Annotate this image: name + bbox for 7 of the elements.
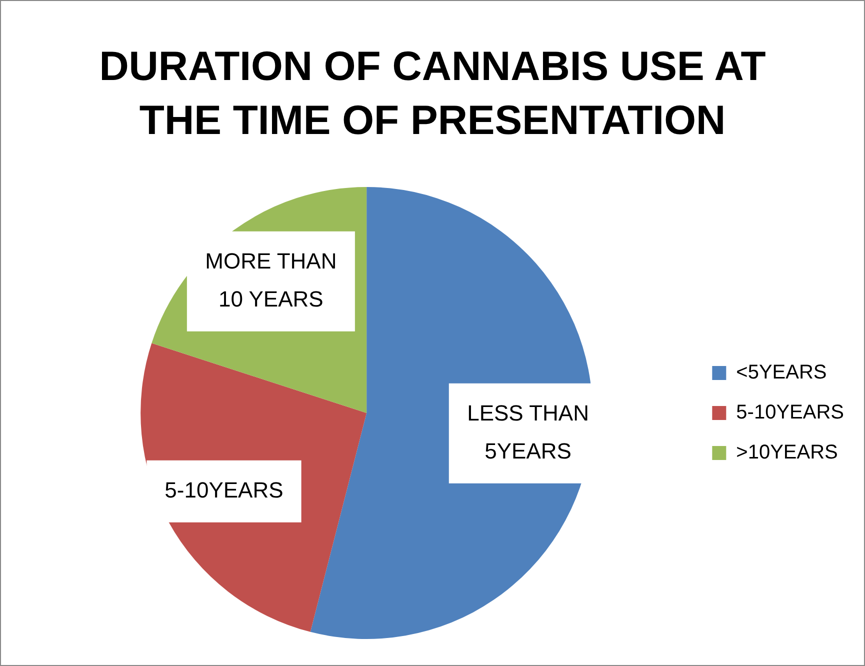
data-label: 5-10YEARS xyxy=(164,477,284,502)
chart-title: DURATION OF CANNABIS USE AT THE TIME OF PRESENTATION xyxy=(98,42,767,145)
legend-label: 5-10YEARS xyxy=(736,402,844,424)
data-label: LESS THAN 5YEARS xyxy=(467,400,589,464)
data-label: MORE THAN 10 YEARS xyxy=(205,248,337,312)
legend-label: <5YEARS xyxy=(736,362,827,384)
legend-label: >10YEARS xyxy=(736,442,838,464)
